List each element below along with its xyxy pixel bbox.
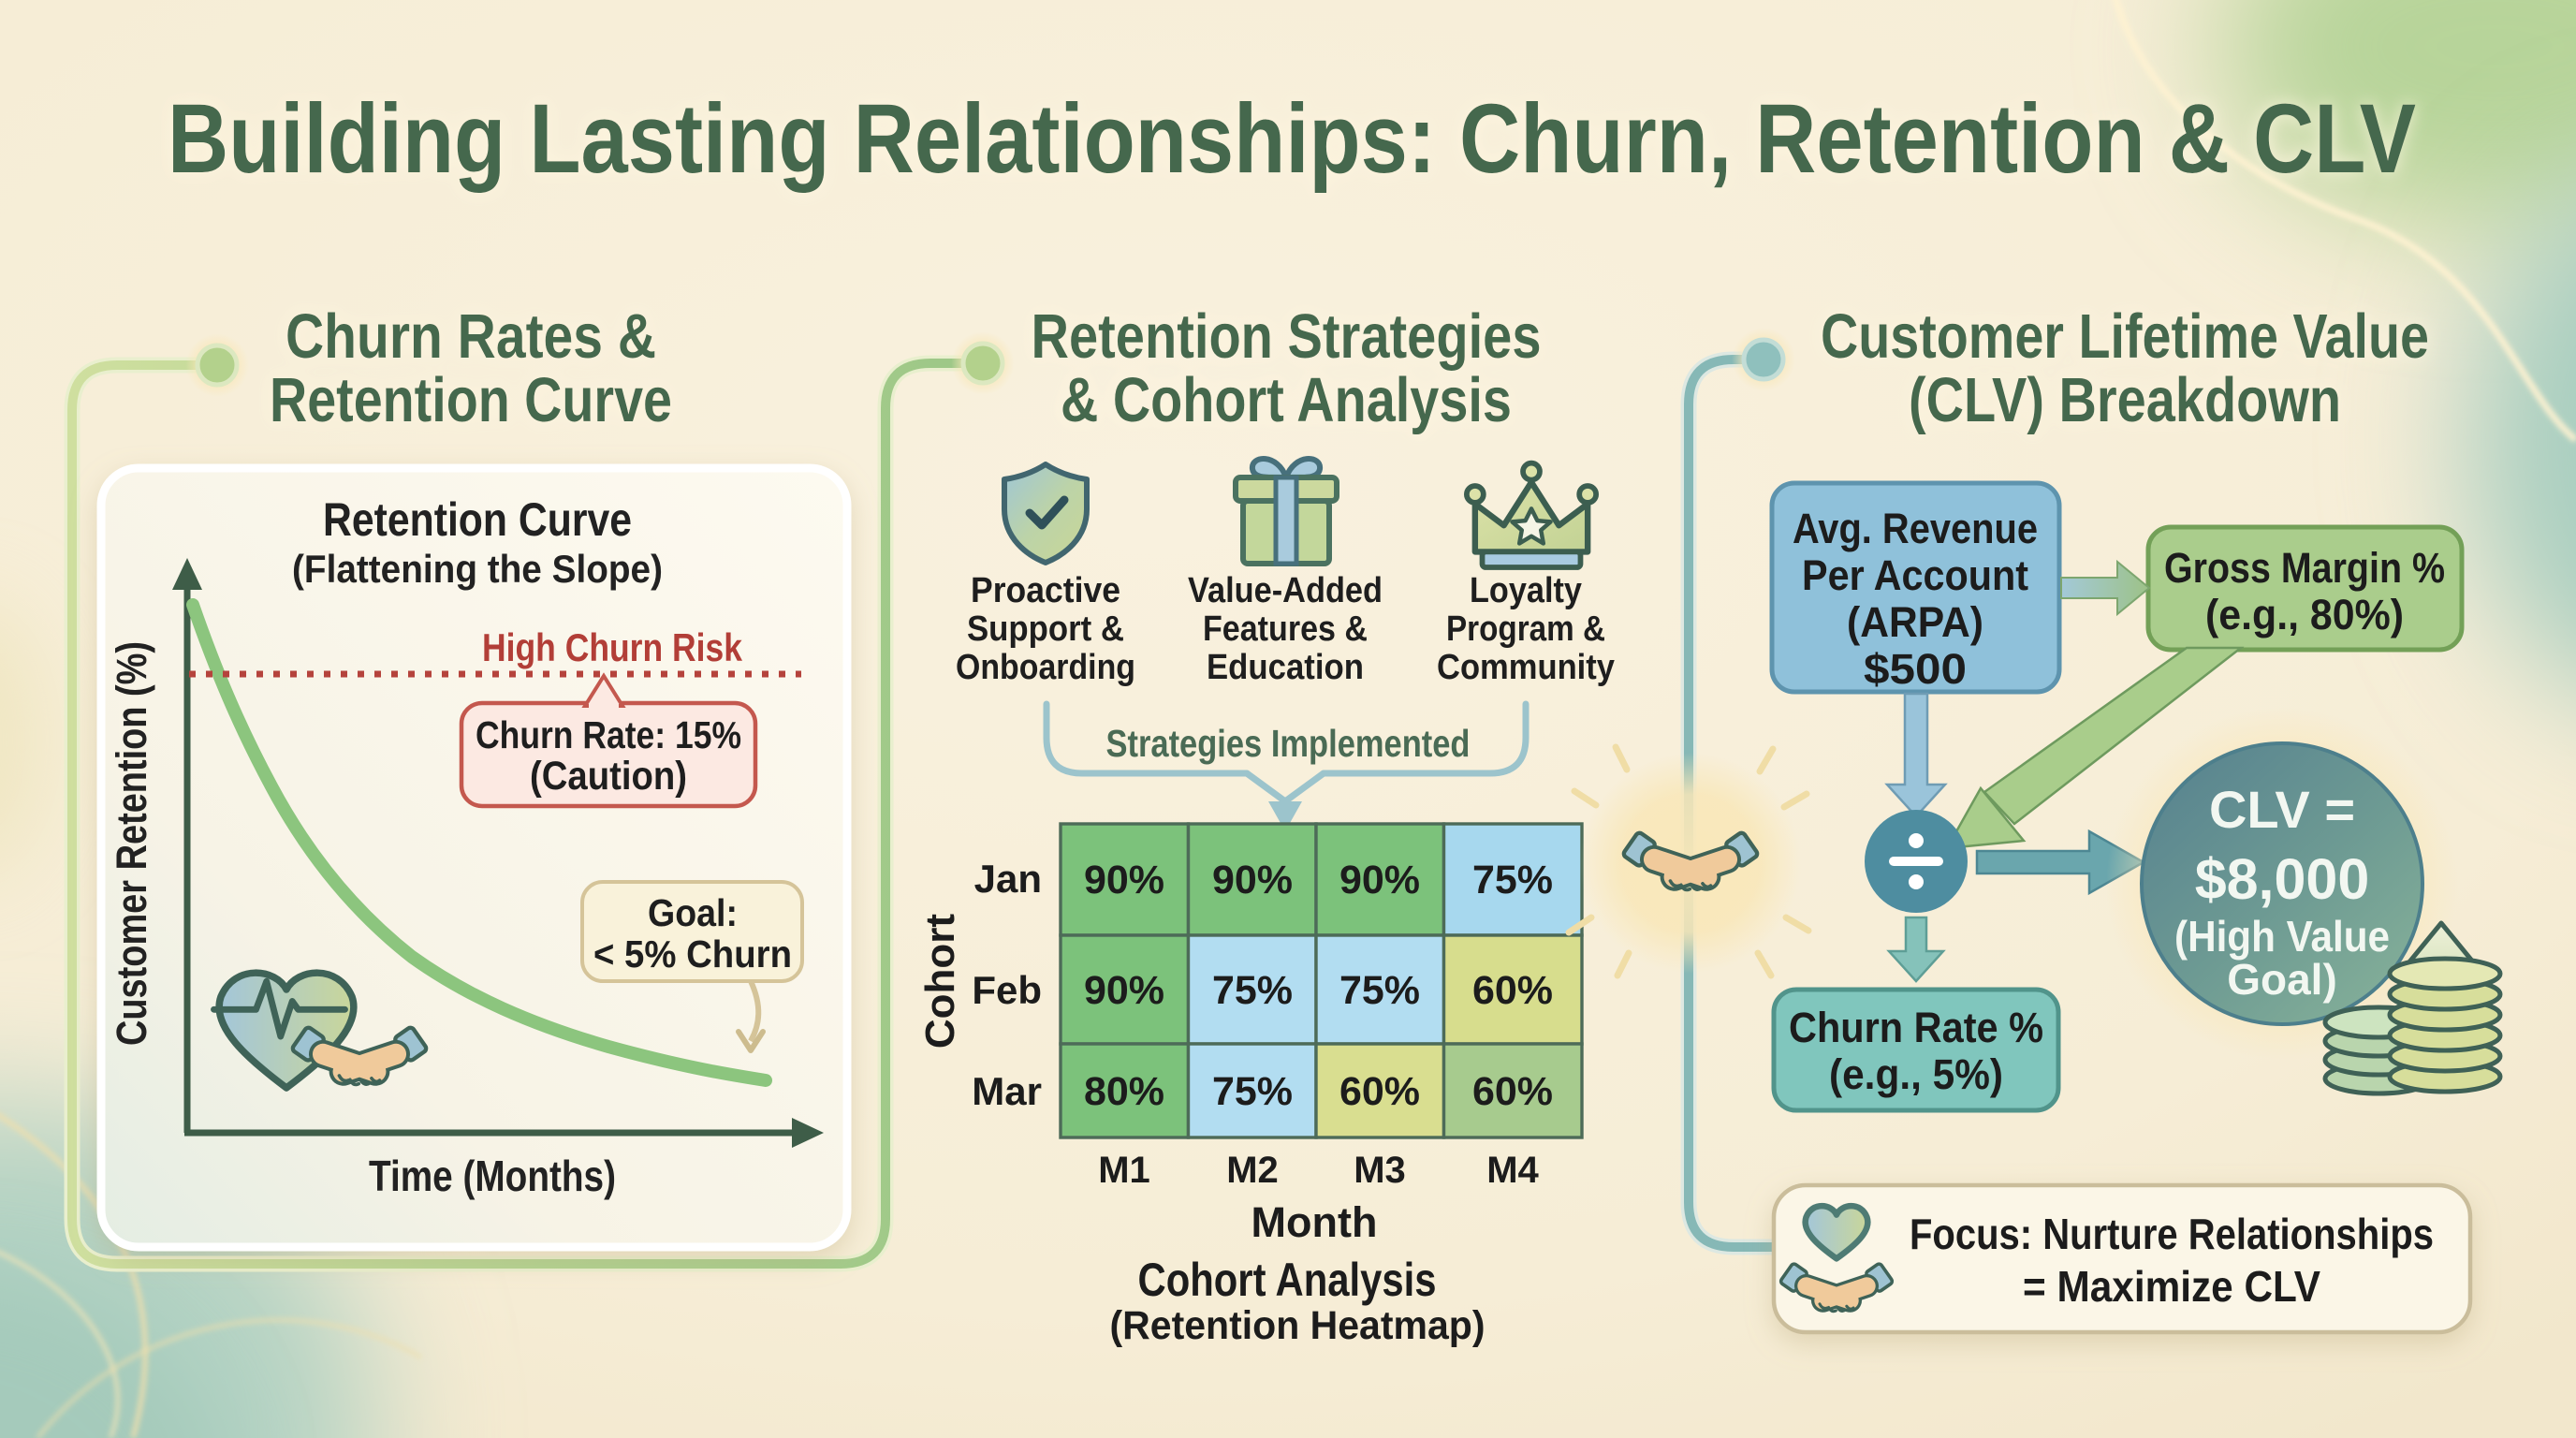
svg-text:Churn Rate %: Churn Rate % [1789,1004,2043,1051]
svg-text:(e.g., 5%): (e.g., 5%) [1829,1050,2003,1098]
svg-text:75%: 75% [1212,1069,1293,1114]
svg-text:Time (Months): Time (Months) [369,1152,616,1200]
svg-text:80%: 80% [1084,1069,1164,1114]
svg-text:= Maximize CLV: = Maximize CLV [2023,1262,2320,1311]
svg-text:Goal:: Goal: [648,891,738,934]
svg-text:60%: 60% [1472,968,1553,1013]
svg-text:Goal): Goal) [2227,955,2337,1004]
svg-text:90%: 90% [1339,858,1420,902]
svg-text:Focus: Nurture Relationships: Focus: Nurture Relationships [1910,1210,2434,1258]
svg-text:Customer Retention (%): Customer Retention (%) [108,641,155,1046]
svg-text:Features &: Features & [1203,609,1368,649]
svg-text:Loyalty: Loyalty [1470,571,1582,610]
svg-text:Month: Month [1251,1198,1378,1246]
svg-text:M2: M2 [1226,1150,1279,1191]
svg-text:Building Lasting Relationships: Building Lasting Relationships: Churn, R… [168,84,2416,194]
svg-text:(CLV) Breakdown: (CLV) Breakdown [1909,365,2341,435]
svg-text:CLV =: CLV = [2209,780,2355,839]
svg-text:(High Value: (High Value [2174,912,2390,961]
svg-text:Churn Rate: 15%: Churn Rate: 15% [476,713,741,756]
svg-text:75%: 75% [1339,968,1420,1013]
svg-text:Mar: Mar [972,1069,1042,1113]
svg-text:Churn Rates &: Churn Rates & [285,301,656,372]
svg-text:Education: Education [1207,648,1364,687]
svg-text:M4: M4 [1486,1150,1539,1191]
svg-text:Strategies Implemented: Strategies Implemented [1106,722,1471,765]
svg-text:(Flattening the Slope): (Flattening the Slope) [292,547,663,591]
svg-text:Avg. Revenue: Avg. Revenue [1793,505,2038,552]
svg-text:Gross Margin %: Gross Margin % [2164,544,2445,592]
svg-text:Cohort: Cohort [917,914,963,1049]
svg-text:90%: 90% [1084,968,1164,1013]
svg-text:Customer Lifetime Value: Customer Lifetime Value [1821,301,2429,372]
svg-text:$500: $500 [1864,645,1967,693]
svg-text:Cohort Analysis: Cohort Analysis [1138,1254,1437,1306]
svg-text:Support &: Support & [967,609,1124,649]
svg-text:Jan: Jan [974,857,1042,901]
svg-text:M1: M1 [1098,1150,1150,1191]
svg-text:Community: Community [1437,648,1615,687]
svg-text:Per Account: Per Account [1802,551,2028,599]
svg-text:$8,000: $8,000 [2195,847,2370,911]
svg-text:90%: 90% [1084,858,1164,902]
svg-text:(Retention Heatmap): (Retention Heatmap) [1110,1303,1486,1348]
svg-text:60%: 60% [1472,1069,1553,1114]
svg-text:Retention Curve: Retention Curve [270,365,672,435]
svg-text:High Churn Risk: High Churn Risk [482,625,743,669]
svg-text:Value-Added: Value-Added [1188,571,1383,610]
svg-text:& Cohort Analysis: & Cohort Analysis [1061,365,1512,435]
svg-text:Program &: Program & [1446,609,1605,649]
svg-text:60%: 60% [1339,1069,1420,1114]
svg-text:Retention Strategies: Retention Strategies [1032,301,1542,372]
svg-text:(ARPA): (ARPA) [1847,598,1983,646]
svg-text:M3: M3 [1354,1150,1406,1191]
svg-text:90%: 90% [1212,858,1293,902]
svg-text:75%: 75% [1472,858,1553,902]
svg-text:(Caution): (Caution) [530,754,687,799]
svg-text:Feb: Feb [972,968,1042,1012]
svg-text:75%: 75% [1212,968,1293,1013]
svg-text:< 5% Churn: < 5% Churn [593,932,792,976]
svg-text:Onboarding: Onboarding [956,648,1135,687]
svg-text:Retention Curve: Retention Curve [323,493,632,546]
svg-text:Proactive: Proactive [971,571,1120,610]
svg-text:(e.g., 80%): (e.g., 80%) [2205,591,2404,638]
